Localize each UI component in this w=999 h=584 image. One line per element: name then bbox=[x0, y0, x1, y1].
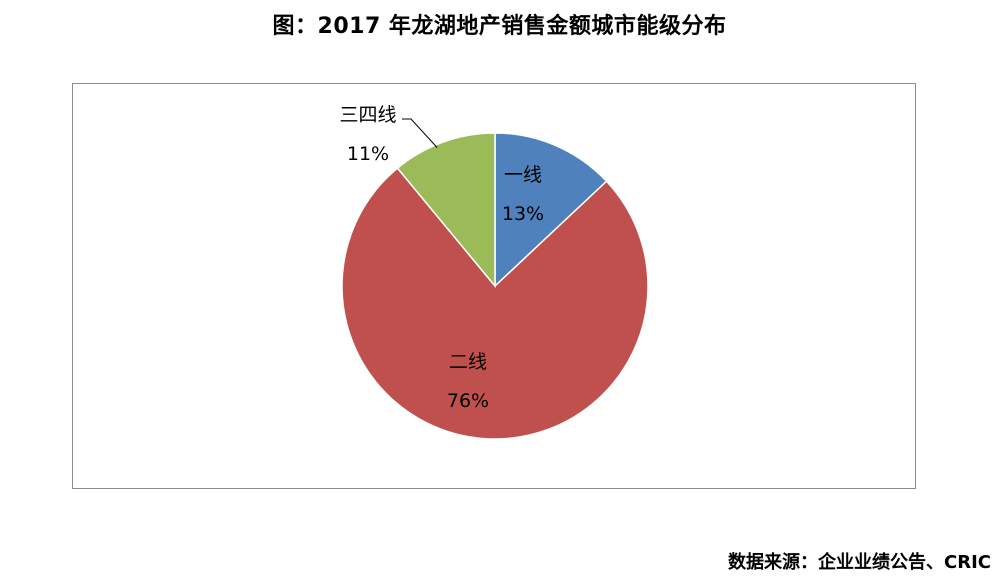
chart-title: 图：2017 年龙湖地产销售金额城市能级分布 bbox=[272, 14, 727, 39]
leader-line-3 bbox=[402, 118, 438, 148]
pie-slice-3 bbox=[396, 132, 496, 289]
pie-slice-1 bbox=[494, 132, 608, 288]
pie-slice-2 bbox=[341, 167, 649, 440]
slice-label-name-2: 二线 bbox=[449, 351, 487, 373]
slice-label-name-1: 一线 bbox=[504, 164, 542, 186]
leader-lines bbox=[402, 118, 438, 148]
source-note: 数据来源：企业业绩公告、CRIC bbox=[728, 552, 991, 573]
pie-slices bbox=[341, 132, 649, 440]
slice-label-value-1: 13% bbox=[502, 203, 544, 225]
slice-label-value-2: 76% bbox=[447, 390, 489, 412]
slice-label-value-3: 11% bbox=[347, 143, 389, 165]
slice-label-name-3: 三四线 bbox=[339, 104, 396, 126]
slice-labels: 一线 13% 二线 76% 三四线 11% bbox=[339, 104, 544, 412]
